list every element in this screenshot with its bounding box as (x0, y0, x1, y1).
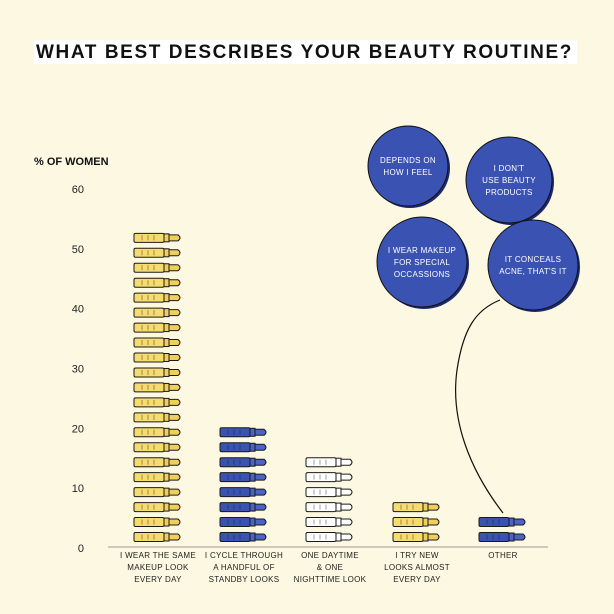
lipstick-icon (133, 487, 181, 498)
chart-title: WHAT BEST DESCRIBES YOUR BEAUTY ROUTINE? (36, 42, 573, 63)
lipstick-icon (478, 517, 526, 528)
lipstick-icon (219, 442, 267, 453)
lipstick-icon (478, 532, 526, 542)
y-axis-ticks: 0 10 20 30 40 50 60 (72, 184, 84, 555)
bar (219, 427, 267, 542)
lipstick-icon (219, 472, 267, 483)
x-tick-label: OTHER (488, 551, 518, 560)
lipstick-icon (305, 457, 353, 468)
lipstick-icon (133, 247, 181, 258)
y-tick-label: 10 (72, 483, 84, 495)
lipstick-icon (133, 262, 181, 273)
lipstick-icon (133, 532, 181, 542)
bar (478, 517, 526, 542)
lipstick-icon (219, 427, 267, 438)
lipstick-icon (133, 382, 181, 393)
lipstick-icon (133, 352, 181, 363)
lipstick-icon (305, 487, 353, 498)
x-axis-labels: I WEAR THE SAME MAKEUP LOOK EVERY DAY I CYC… (120, 551, 518, 584)
lipstick-icon (133, 232, 181, 243)
other-balloon-label: DEPENDS ON HOW I FEEL (380, 156, 436, 177)
lipstick-icon (392, 532, 440, 542)
bar (133, 232, 181, 542)
y-axis-label: % OF WOMEN (34, 156, 109, 168)
other-balloon: DEPENDS ON HOW I FEEL (367, 125, 450, 208)
lipstick-icon (133, 457, 181, 468)
lipstick-icon (133, 322, 181, 333)
bar (392, 502, 440, 542)
x-tick-label: I TRY NEW LOOKS ALMOST EVERY DAY (384, 551, 450, 584)
other-balloon-label: I DON'T USE BEAUTY PRODUCTS (482, 164, 536, 197)
lipstick-icon (305, 472, 353, 483)
lipstick-icon (392, 517, 440, 528)
lipstick-icon (133, 427, 181, 438)
lipstick-icon (133, 502, 181, 513)
lipstick-icon (219, 502, 267, 513)
y-tick-label: 30 (72, 364, 84, 376)
lipstick-icon (133, 397, 181, 408)
lipstick-icon (219, 487, 267, 498)
lipstick-icon (392, 502, 440, 513)
x-tick-label: I CYCLE THROUGH A HANDFUL OF STANDBY LOOKS (205, 551, 283, 584)
y-tick-label: 60 (72, 184, 84, 196)
lipstick-icon (305, 502, 353, 513)
lipstick-icon (305, 517, 353, 528)
other-balloon: IT CONCEALS ACNE, THAT'S IT (487, 219, 580, 312)
lipstick-icon (219, 517, 267, 528)
lipstick-icon (133, 367, 181, 378)
lipstick-icon (133, 442, 181, 453)
lipstick-icon (133, 412, 181, 423)
other-balloon-label: I WEAR MAKEUP FOR SPECIAL OCCASSIONS (388, 246, 456, 279)
balloon-string (455, 299, 504, 514)
lipstick-icon (219, 457, 267, 468)
y-tick-label: 40 (72, 304, 84, 316)
bars (133, 232, 526, 542)
other-balloon: I WEAR MAKEUP FOR SPECIAL OCCASSIONS (376, 216, 469, 309)
bar (305, 457, 353, 542)
other-balloon-label: IT CONCEALS ACNE, THAT'S IT (499, 255, 567, 276)
x-tick-label: ONE DAYTIME & ONE NIGHTTIME LOOK (294, 551, 367, 584)
lipstick-icon (133, 277, 181, 288)
lipstick-icon (305, 532, 353, 542)
lipstick-icon (219, 532, 267, 542)
y-tick-label: 20 (72, 423, 84, 435)
lipstick-icon (133, 337, 181, 348)
lipstick-icon (133, 472, 181, 483)
lipstick-icon (133, 307, 181, 318)
lipstick-icon (133, 517, 181, 528)
other-balloons: DEPENDS ON HOW I FEEL I DON'T USE BEAUTY PRO… (367, 125, 580, 514)
x-tick-label: I WEAR THE SAME MAKEUP LOOK EVERY DAY (120, 551, 196, 584)
other-balloon: I DON'T USE BEAUTY PRODUCTS (465, 136, 554, 225)
lipstick-icon (133, 292, 181, 303)
chart-title-box: WHAT BEST DESCRIBES YOUR BEAUTY ROUTINE? (34, 40, 577, 64)
y-tick-label: 50 (72, 244, 84, 256)
y-tick-label: 0 (78, 543, 84, 555)
